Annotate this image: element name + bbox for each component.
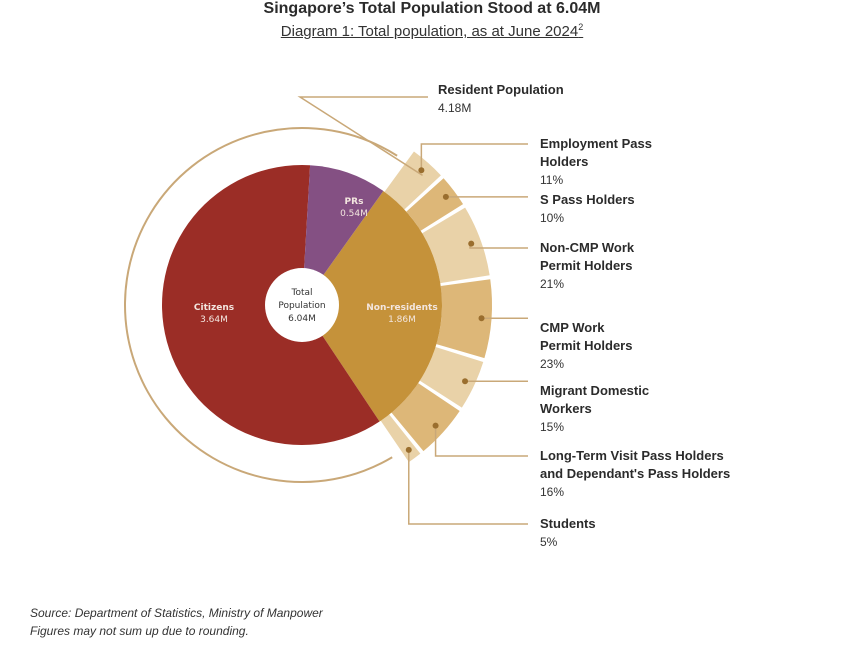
leader-students <box>408 449 528 525</box>
leader-resident-population <box>297 96 428 177</box>
rounding-note: Figures may not sum up due to rounding. <box>30 624 249 638</box>
segment-s-pass-holders <box>406 178 464 231</box>
label-non-cmp-work-permit-holders-line2: Permit Holders <box>540 258 632 273</box>
label-employment-pass-holders-line2: Holders <box>540 154 588 169</box>
label-value-migrant-domestic-workers: 15% <box>540 420 564 434</box>
label-value-resident-population: 4.18M <box>438 101 471 115</box>
label-s-pass-holders-line1: S Pass Holders <box>540 192 635 207</box>
subtitle-text: Diagram 1: Total population, as at June … <box>280 23 579 40</box>
source-line: Source: Department of Statistics, Minist… <box>30 606 323 620</box>
center-label-line2: Population <box>278 301 325 311</box>
slice-prs <box>302 165 384 305</box>
leader-long-term-visit-pass-holders-and-dependant-s-pass-holders <box>434 425 528 457</box>
leader-employment-pass-holders <box>420 143 528 171</box>
leader-dot-s-pass-holders <box>442 193 449 200</box>
label-employment-pass-holders-line1: Employment Pass <box>540 136 652 151</box>
label-value-students: 5% <box>540 535 558 549</box>
label-cmp-work-permit-holders-line2: Permit Holders <box>540 338 632 353</box>
population-donut-chart: Citizens 3.64M PRs 0.54M Non-residents 1.86M E… <box>124 82 730 549</box>
segment-employment-pass-holders <box>384 151 441 210</box>
label-value-cmp-work-permit-holders: 23% <box>540 357 564 371</box>
label-students-line1: Students <box>540 516 596 531</box>
leader-dot-long-term-visit-pass-holders-and-dependant-s-pass-holders <box>432 422 439 429</box>
label-long-term-visit-pass-holders-and-dependant-s-pass-holders-line2: and Dependant's Pass Holders <box>540 466 730 481</box>
label-cmp-work-permit-holders-line1: CMP Work <box>540 320 605 335</box>
slice-label-prs: PRs <box>345 197 364 207</box>
slice-value-non-residents: 1.86M <box>388 315 416 325</box>
center-value: 6.04M <box>288 314 316 324</box>
segment-long-term-visit-pass-holders-and-dependant-s-pass-holders <box>391 383 460 452</box>
leader-dot-cmp-work-permit-holders <box>478 315 485 322</box>
leader-dot-students <box>405 446 412 453</box>
leader-dot-migrant-domestic-workers <box>462 378 469 385</box>
label-migrant-domestic-workers-line2: Workers <box>540 401 592 416</box>
label-migrant-domestic-workers-line1: Migrant Domestic <box>540 383 649 398</box>
center-label-line1: Total <box>290 288 312 298</box>
slice-non-residents <box>302 191 442 422</box>
slice-value-citizens: 3.64M <box>200 315 228 325</box>
label-value-employment-pass-holders: 11% <box>540 173 563 187</box>
label-value-non-cmp-work-permit-holders: 21% <box>540 277 564 291</box>
label-value-s-pass-holders: 10% <box>540 211 564 225</box>
nonresident-breakdown-ring <box>380 151 492 463</box>
leader-dot-employment-pass-holders <box>418 167 425 174</box>
segment-cmp-work-permit-holders <box>436 279 492 359</box>
label-long-term-visit-pass-holders-and-dependant-s-pass-holders-line1: Long-Term Visit Pass Holders <box>540 448 724 463</box>
chart-title: Singapore’s Total Population Stood at 6.… <box>263 0 601 17</box>
center-hole <box>265 268 339 342</box>
subtitle-footnote: 2 <box>578 22 584 32</box>
segment-non-cmp-work-permit-holders <box>422 207 490 284</box>
segment-migrant-domestic-workers <box>419 346 484 408</box>
source-note: Source: Department of Statistics, Minist… <box>30 604 323 640</box>
slice-value-prs: 0.54M <box>340 209 368 219</box>
legend-labels: Citizens 3.64M PRs 0.54M Non-residents 1.86M E… <box>194 82 730 549</box>
slice-label-citizens: Citizens <box>194 303 234 313</box>
label-resident-population: Resident Population <box>438 82 564 97</box>
leader-dot-non-cmp-work-permit-holders <box>468 240 475 247</box>
chart-subtitle: Diagram 1: Total population, as at June … <box>0 22 864 40</box>
slice-label-non-residents: Non-residents <box>366 303 437 313</box>
label-value-long-term-visit-pass-holders-and-dependant-s-pass-holders: 16% <box>540 485 564 499</box>
label-non-cmp-work-permit-holders-line1: Non-CMP Work <box>540 240 635 255</box>
leader-lines <box>297 96 528 525</box>
